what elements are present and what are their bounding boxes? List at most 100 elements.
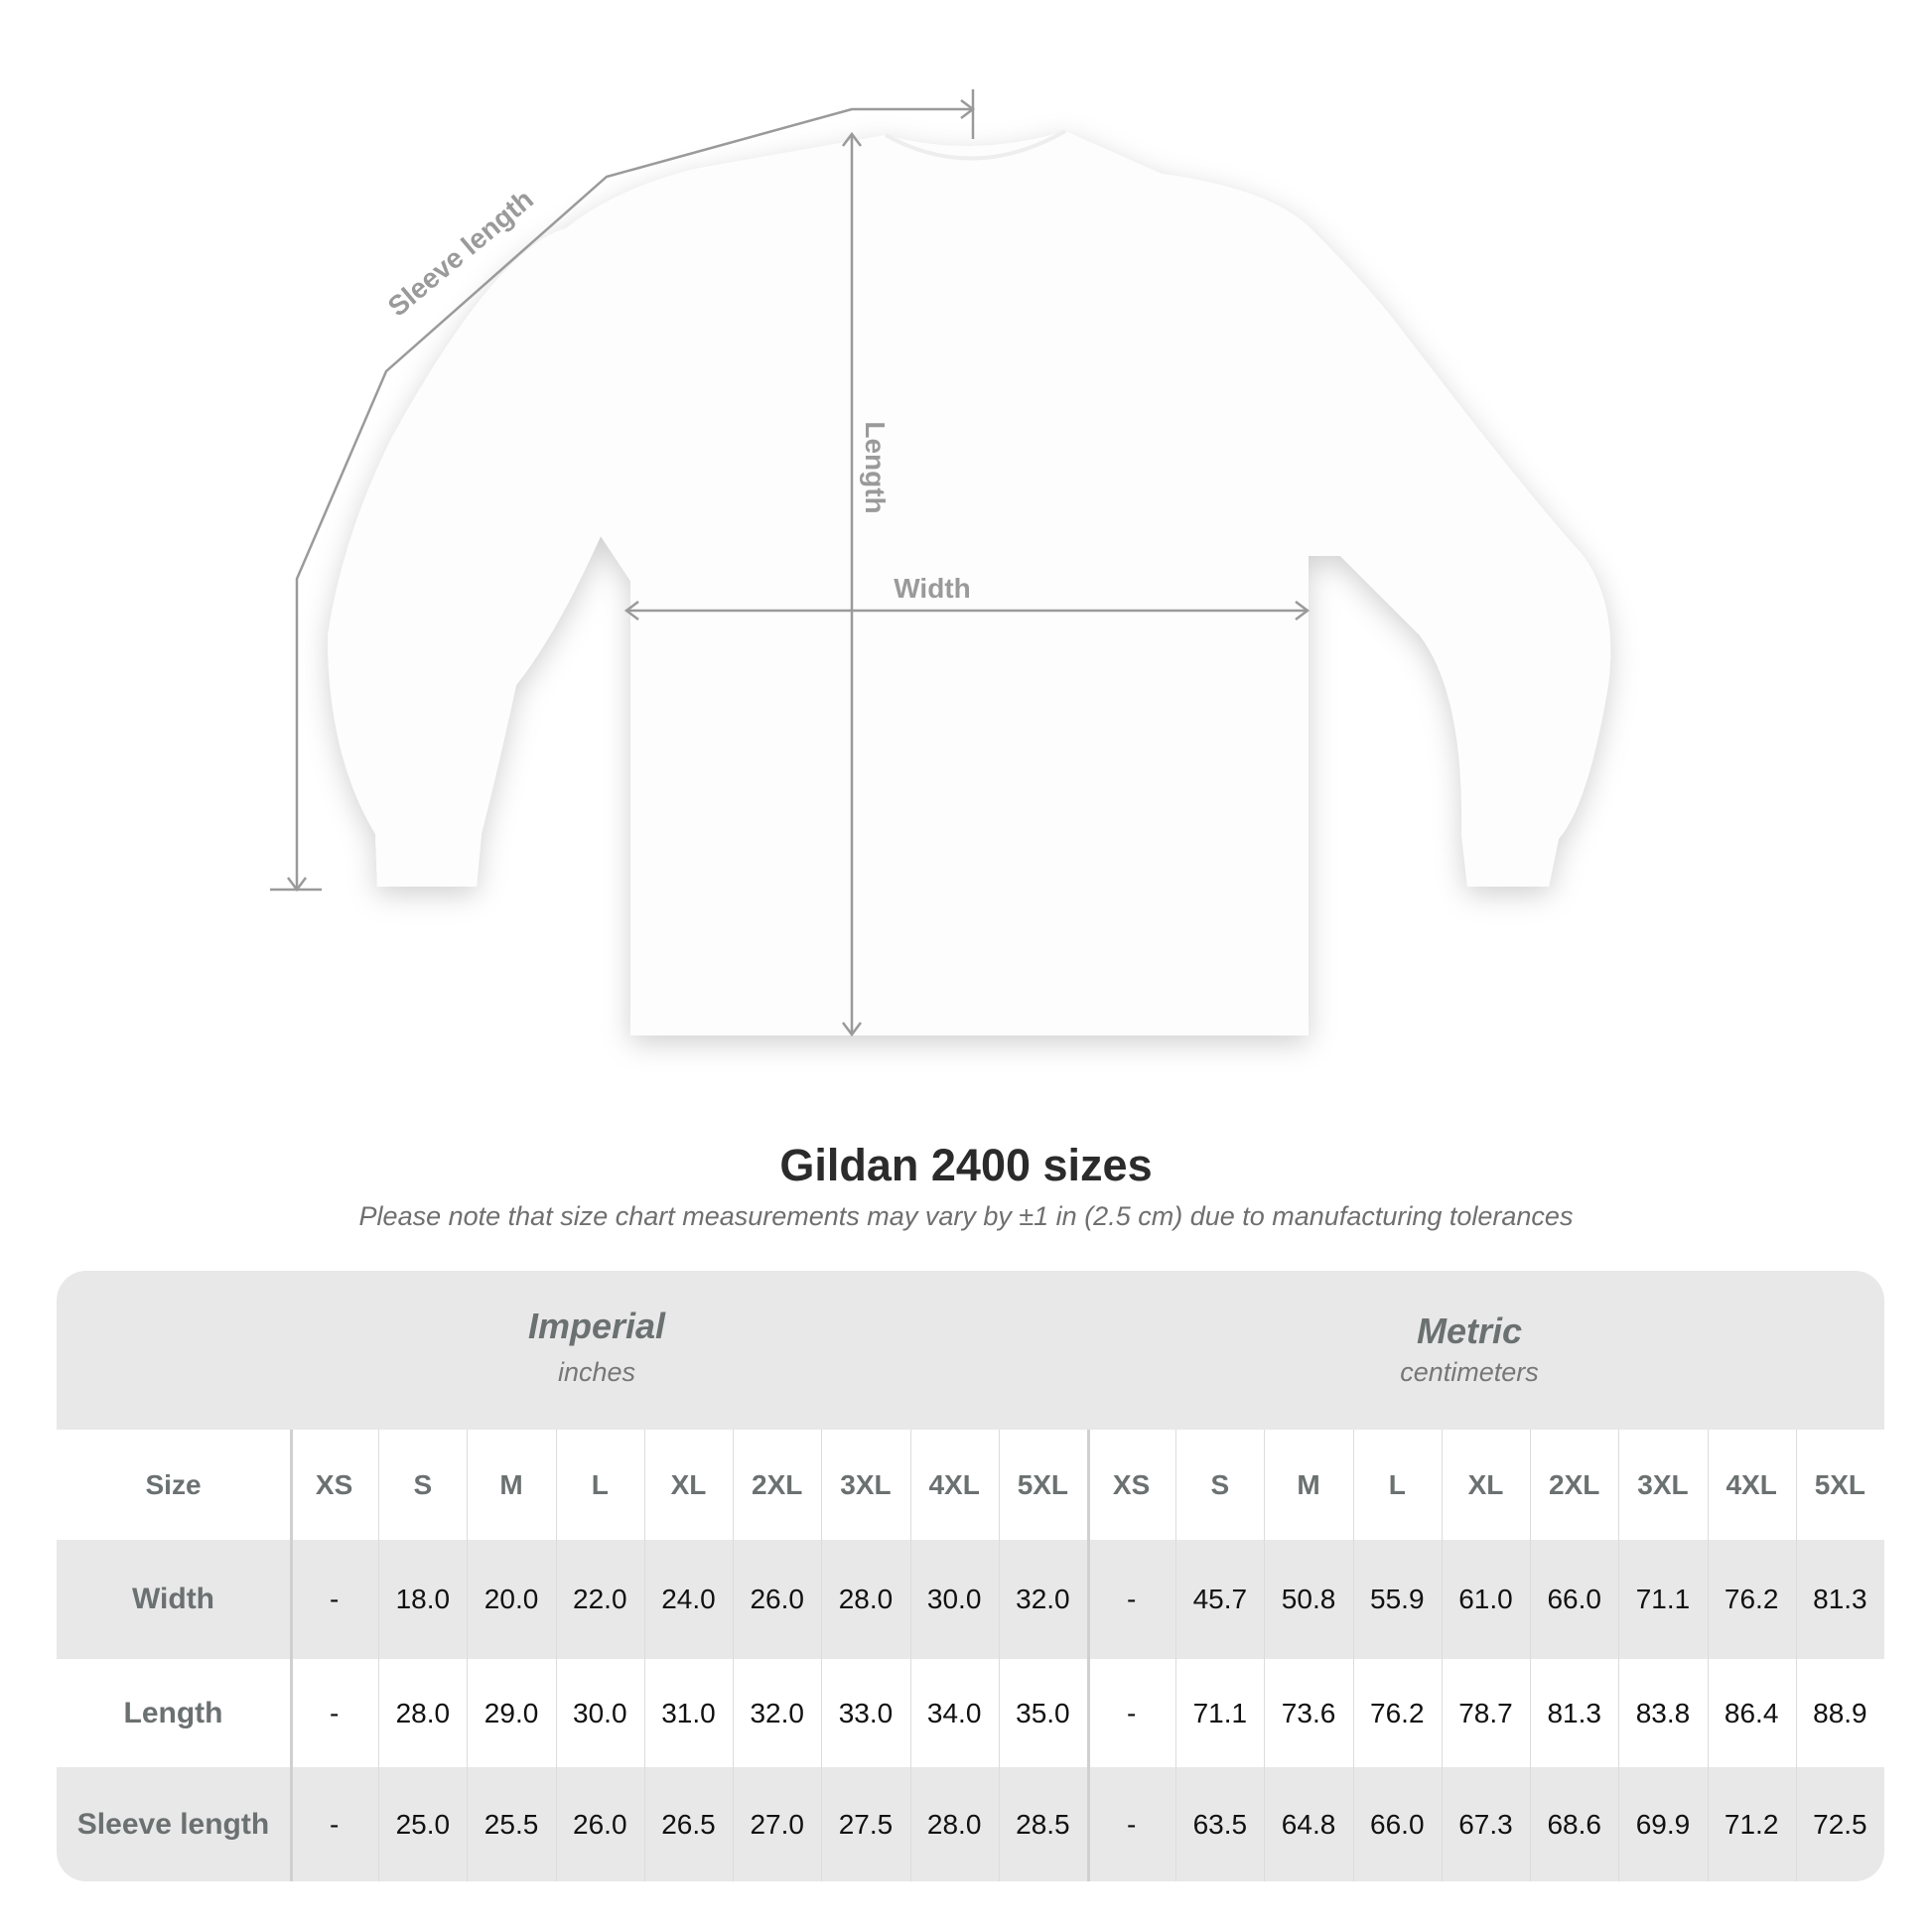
metric-value-cell: 71.1 bbox=[1192, 1697, 1248, 1728]
size-column-header: 4XL bbox=[928, 1468, 980, 1500]
metric-header: Metric centimeters bbox=[1172, 1311, 1767, 1388]
metric-value-cell: 69.9 bbox=[1635, 1808, 1691, 1840]
metric-value-cell: 71.2 bbox=[1724, 1808, 1779, 1840]
page-title: Gildan 2400 sizes bbox=[779, 1140, 1153, 1190]
metric-title: Metric bbox=[1416, 1311, 1523, 1351]
imperial-value-cell: 32.0 bbox=[1016, 1584, 1070, 1614]
metric-value-cell: 67.3 bbox=[1458, 1808, 1513, 1840]
imperial-value-cell: 28.0 bbox=[926, 1808, 982, 1840]
metric-value-cell: - bbox=[1126, 1808, 1137, 1840]
size-column-header: L bbox=[1388, 1468, 1406, 1500]
imperial-value-cell: 22.0 bbox=[573, 1584, 627, 1614]
size-column-header: 5XL bbox=[1017, 1468, 1069, 1500]
imperial-value-cell: 26.5 bbox=[661, 1808, 716, 1840]
column-divider bbox=[1441, 1430, 1443, 1881]
imperial-value-cell: 25.5 bbox=[483, 1808, 539, 1840]
column-divider bbox=[1087, 1430, 1090, 1881]
metric-value-cell: 61.0 bbox=[1458, 1584, 1513, 1614]
imperial-value-cell: 28.5 bbox=[1016, 1808, 1070, 1840]
size-column-header: XS bbox=[315, 1468, 353, 1500]
imperial-title: Imperial bbox=[527, 1306, 666, 1346]
size-column-header: 2XL bbox=[752, 1468, 803, 1500]
imperial-unit: inches bbox=[557, 1357, 636, 1387]
size-column-header: XL bbox=[1467, 1468, 1504, 1500]
width-label: Width bbox=[894, 573, 971, 604]
imperial-value-cell: 25.0 bbox=[395, 1808, 451, 1840]
size-column-header: 3XL bbox=[1637, 1468, 1689, 1500]
column-divider bbox=[290, 1430, 293, 1881]
metric-value-cell: 63.5 bbox=[1192, 1808, 1248, 1840]
imperial-value-cell: 18.0 bbox=[395, 1584, 451, 1614]
imperial-value-cell: 33.0 bbox=[838, 1697, 894, 1728]
imperial-value-cell: - bbox=[329, 1584, 340, 1614]
imperial-header: Imperial inches bbox=[299, 1306, 895, 1388]
column-divider bbox=[909, 1430, 911, 1881]
metric-value-cell: - bbox=[1126, 1697, 1137, 1728]
column-divider bbox=[1618, 1430, 1620, 1881]
column-divider bbox=[821, 1430, 823, 1881]
row-band bbox=[57, 1540, 1884, 1659]
imperial-value-cell: 27.5 bbox=[838, 1808, 894, 1840]
shirt-diagram: Sleeve length Length Width bbox=[270, 89, 1611, 1037]
imperial-value-cell: 31.0 bbox=[661, 1697, 716, 1728]
metric-value-cell: 66.0 bbox=[1547, 1584, 1601, 1614]
sleeve-length-line bbox=[295, 107, 973, 890]
length-label: Length bbox=[860, 421, 891, 513]
metric-value-cell: 78.7 bbox=[1458, 1697, 1513, 1728]
column-divider bbox=[1795, 1430, 1797, 1881]
row-label: Length bbox=[123, 1696, 223, 1729]
column-divider bbox=[1175, 1430, 1177, 1881]
metric-value-cell: 76.2 bbox=[1370, 1697, 1425, 1728]
column-divider bbox=[733, 1430, 735, 1881]
metric-value-cell: 64.8 bbox=[1281, 1808, 1336, 1840]
column-divider bbox=[378, 1430, 380, 1881]
column-divider bbox=[467, 1430, 469, 1881]
size-column-header: S bbox=[1210, 1468, 1230, 1500]
imperial-value-cell: 28.0 bbox=[838, 1584, 894, 1614]
metric-value-cell: 50.8 bbox=[1281, 1584, 1336, 1614]
size-column-header: 4XL bbox=[1725, 1468, 1777, 1500]
size-column-header: XL bbox=[670, 1468, 707, 1500]
column-divider bbox=[555, 1430, 557, 1881]
size-column-header: XS bbox=[1112, 1468, 1151, 1500]
metric-value-cell: 55.9 bbox=[1370, 1584, 1425, 1614]
imperial-value-cell: 30.0 bbox=[926, 1584, 982, 1614]
imperial-value-cell: 24.0 bbox=[661, 1584, 716, 1614]
metric-value-cell: 88.9 bbox=[1813, 1697, 1867, 1728]
metric-value-cell: 68.6 bbox=[1547, 1808, 1601, 1840]
column-divider bbox=[1264, 1430, 1266, 1881]
metric-value-cell: 71.1 bbox=[1635, 1584, 1691, 1614]
metric-value-cell: - bbox=[1126, 1584, 1137, 1614]
metric-value-cell: 83.8 bbox=[1635, 1697, 1691, 1728]
row-band bbox=[57, 1767, 1884, 1881]
row-label: Width bbox=[131, 1583, 215, 1615]
size-column-header: M bbox=[1297, 1468, 1320, 1500]
column-divider bbox=[1530, 1430, 1532, 1881]
metric-value-cell: 81.3 bbox=[1547, 1697, 1601, 1728]
imperial-value-cell: 27.0 bbox=[750, 1808, 804, 1840]
metric-value-cell: 81.3 bbox=[1813, 1584, 1867, 1614]
imperial-value-cell: 26.0 bbox=[750, 1584, 804, 1614]
metric-value-cell: 73.6 bbox=[1281, 1697, 1336, 1728]
size-column-header: L bbox=[591, 1468, 609, 1500]
metric-value-cell: 66.0 bbox=[1370, 1808, 1425, 1840]
column-divider bbox=[1707, 1430, 1709, 1881]
size-column-header: M bbox=[499, 1468, 523, 1500]
shirt-image bbox=[328, 131, 1611, 1035]
imperial-value-cell: 20.0 bbox=[483, 1584, 539, 1614]
imperial-value-cell: 34.0 bbox=[926, 1697, 982, 1728]
imperial-value-cell: - bbox=[329, 1697, 340, 1728]
imperial-value-cell: 32.0 bbox=[750, 1697, 804, 1728]
metric-value-cell: 86.4 bbox=[1724, 1697, 1779, 1728]
header-band bbox=[57, 1271, 1884, 1430]
column-divider bbox=[643, 1430, 645, 1881]
row-label: Sleeve length bbox=[76, 1807, 270, 1841]
metric-value-cell: 72.5 bbox=[1813, 1808, 1867, 1840]
metric-unit: centimeters bbox=[1400, 1357, 1539, 1387]
imperial-value-cell: 28.0 bbox=[395, 1697, 451, 1728]
size-column-header: S bbox=[413, 1468, 433, 1500]
size-column-header: 2XL bbox=[1549, 1468, 1600, 1500]
imperial-value-cell: 26.0 bbox=[573, 1808, 627, 1840]
metric-value-cell: 76.2 bbox=[1724, 1584, 1779, 1614]
imperial-value-cell: - bbox=[329, 1808, 340, 1840]
